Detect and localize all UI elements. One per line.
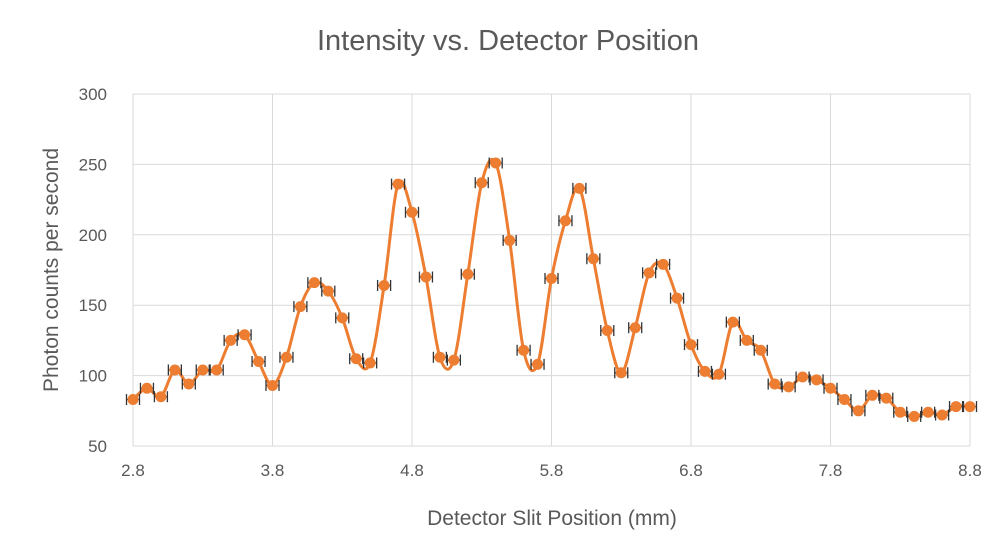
- data-point: [476, 177, 488, 189]
- data-point: [546, 272, 557, 284]
- data-point: [294, 301, 306, 313]
- data-point: [825, 382, 836, 394]
- data-point: [685, 339, 697, 351]
- data-point: [434, 351, 446, 363]
- x-tick-label: 5.8: [540, 461, 564, 480]
- y-axis-ticks: 50 100 150 200 250 300: [79, 85, 107, 456]
- data-point: [950, 401, 962, 413]
- data-point: [755, 344, 767, 356]
- data-point: [922, 406, 934, 418]
- data-point: [643, 267, 655, 279]
- data-point: [225, 334, 237, 346]
- data-point: [964, 401, 976, 413]
- y-tick-label: 200: [79, 226, 107, 245]
- data-point: [532, 358, 544, 370]
- data-point: [462, 268, 474, 280]
- x-tick-label: 7.8: [819, 461, 843, 480]
- y-tick-label: 150: [79, 296, 107, 315]
- data-point: [727, 316, 739, 328]
- data-point: [322, 285, 334, 297]
- data-point: [908, 410, 920, 422]
- data-point: [852, 405, 864, 417]
- x-axis-title: Detector Slit Position (mm): [427, 507, 677, 530]
- data-point: [336, 312, 348, 324]
- data-point: [141, 382, 153, 394]
- data-point: [253, 356, 265, 368]
- y-tick-label: 100: [79, 367, 107, 386]
- data-point: [280, 351, 292, 363]
- data-point: [350, 353, 362, 365]
- data-point: [657, 258, 669, 270]
- data-point: [629, 322, 641, 334]
- data-point: [936, 409, 948, 421]
- data-point: [601, 325, 613, 337]
- data-point: [448, 354, 460, 366]
- data-point: [699, 365, 711, 377]
- data-point: [504, 234, 516, 246]
- data-point: [127, 394, 139, 406]
- x-tick-label: 2.8: [121, 461, 145, 480]
- data-point: [573, 182, 585, 194]
- data-point: [671, 292, 683, 304]
- x-axis-ticks: 2.8 3.8 4.8 5.8 6.8 7.8 8.8: [121, 461, 982, 480]
- data-point: [169, 364, 181, 376]
- data-point: [783, 381, 795, 393]
- x-tick-label: 8.8: [958, 461, 982, 480]
- data-point: [587, 253, 599, 265]
- data-point: [713, 368, 725, 380]
- data-point: [392, 178, 404, 190]
- y-axis-title: Photon counts per second: [40, 148, 63, 392]
- y-tick-label: 50: [88, 437, 107, 456]
- y-tick-label: 300: [79, 85, 107, 104]
- data-point: [490, 157, 502, 169]
- data-point: [378, 279, 390, 291]
- data-point: [518, 344, 530, 356]
- data-point: [406, 206, 418, 218]
- y-tick-label: 250: [79, 155, 107, 174]
- x-tick-label: 3.8: [261, 461, 285, 480]
- data-point: [308, 277, 320, 289]
- data-points: [127, 157, 976, 422]
- x-tick-label: 6.8: [679, 461, 703, 480]
- data-point: [866, 389, 878, 401]
- chart-title: Intensity vs. Detector Position: [317, 25, 699, 57]
- data-point: [239, 329, 251, 341]
- data-point: [155, 391, 167, 403]
- data-point: [769, 378, 781, 390]
- x-tick-label: 4.8: [400, 461, 424, 480]
- data-point: [420, 271, 432, 283]
- data-point: [894, 406, 906, 418]
- data-point: [615, 367, 627, 379]
- data-point: [364, 357, 376, 369]
- data-point: [559, 215, 571, 227]
- data-point: [211, 364, 223, 376]
- data-point: [267, 379, 278, 391]
- data-point: [811, 374, 823, 386]
- data-point: [197, 364, 209, 376]
- data-point: [741, 334, 753, 346]
- data-point: [797, 371, 809, 383]
- data-point: [880, 392, 892, 404]
- data-point: [838, 394, 850, 406]
- grid: [132, 93, 971, 447]
- data-point: [183, 378, 195, 390]
